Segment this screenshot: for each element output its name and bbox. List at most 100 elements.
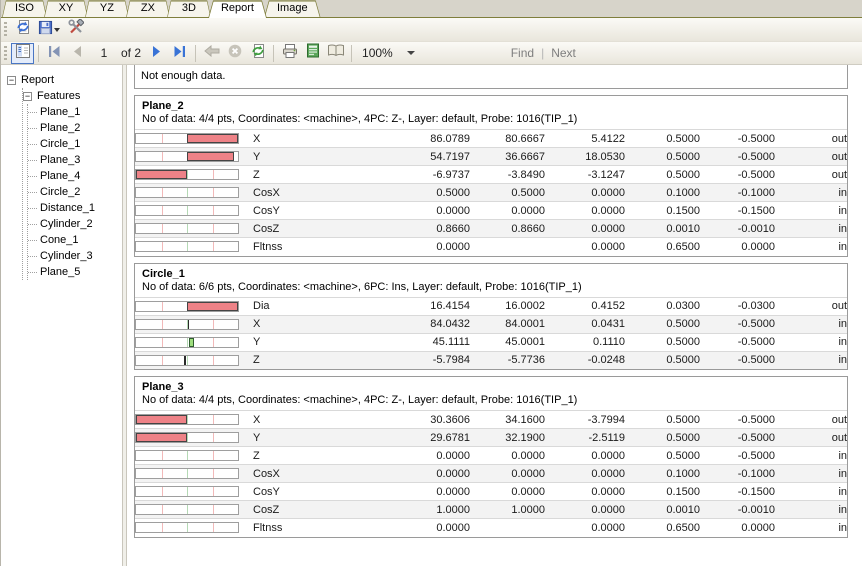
- collapse-expander-icon[interactable]: −: [7, 76, 16, 85]
- tab-xy[interactable]: XY: [44, 0, 88, 17]
- section-info: No of data: 6/6 pts, Coordinates: <machi…: [135, 281, 847, 297]
- bar-center-line: [187, 170, 188, 179]
- tree-item-label[interactable]: Plane_3: [40, 154, 80, 166]
- minus-tolerance-value: -0.5000: [700, 130, 775, 148]
- measured-value: -5.7984: [365, 351, 470, 369]
- axis-label: CosY: [253, 483, 365, 501]
- tab-3d[interactable]: 3D: [167, 0, 211, 17]
- tree-item-circle_2[interactable]: Circle_2: [28, 184, 122, 200]
- bar-center-line: [187, 338, 188, 347]
- tree-item-label[interactable]: Cone_1: [40, 234, 79, 246]
- tab-zx[interactable]: ZX: [126, 0, 170, 17]
- deviation-bar: [135, 504, 239, 515]
- nominal-value: -5.7736: [470, 351, 545, 369]
- minus-tolerance-value: -0.5000: [700, 166, 775, 184]
- measured-value: 84.0432: [365, 315, 470, 333]
- bar-tolerance-line: [213, 224, 214, 233]
- tree-node-label[interactable]: Features: [37, 90, 80, 102]
- tools-icon: [68, 19, 84, 40]
- update-report-button[interactable]: [11, 19, 34, 40]
- minus-tolerance-value: -0.1500: [700, 483, 775, 501]
- bar-tolerance-line: [162, 188, 163, 197]
- table-row: Z0.00000.00000.00000.5000-0.5000in: [135, 447, 847, 465]
- zoom-select[interactable]: 100%: [356, 43, 421, 63]
- next-page-button[interactable]: [145, 43, 168, 64]
- tree-item-label[interactable]: Plane_5: [40, 266, 80, 278]
- stop-button[interactable]: [223, 43, 246, 64]
- minus-tolerance-value: -0.5000: [700, 429, 775, 447]
- back-icon: [204, 44, 220, 62]
- tree-item-cylinder_2[interactable]: Cylinder_2: [28, 216, 122, 232]
- deviation-bar: [135, 450, 239, 461]
- page-number-input[interactable]: [89, 45, 119, 62]
- page-setup-button[interactable]: [324, 43, 347, 64]
- plus-tolerance-value: 0.5000: [625, 333, 700, 351]
- deviation-bar: [135, 223, 239, 234]
- print-button[interactable]: [278, 43, 301, 64]
- stop-icon: [228, 44, 242, 63]
- collapse-expander-icon[interactable]: −: [23, 92, 32, 101]
- tree-item-plane_3[interactable]: Plane_3: [28, 152, 122, 168]
- tree-item-label[interactable]: Plane_1: [40, 106, 80, 118]
- nominal-value: [470, 238, 545, 256]
- deviation-value: -2.5119: [545, 429, 625, 447]
- tab-label: ZX: [126, 0, 170, 16]
- tree-item-circle_1[interactable]: Circle_1: [28, 136, 122, 152]
- tree-item-label[interactable]: Plane_4: [40, 170, 80, 182]
- tree-item-distance_1[interactable]: Distance_1: [28, 200, 122, 216]
- refresh-button[interactable]: [246, 43, 269, 64]
- tree-item-label[interactable]: Cylinder_3: [40, 250, 93, 262]
- tree-item-label[interactable]: Plane_2: [40, 122, 80, 134]
- bar-center-line: [187, 469, 188, 478]
- print-layout-button[interactable]: [301, 43, 324, 64]
- viewer-toolbar-grip-handle[interactable]: [4, 46, 7, 61]
- tab-report[interactable]: Report: [208, 0, 267, 18]
- save-button[interactable]: [34, 19, 64, 40]
- nominal-value: 0.5000: [470, 184, 545, 202]
- plus-tolerance-value: 0.6500: [625, 238, 700, 256]
- deviation-bar-cell: [135, 184, 253, 202]
- tab-yz[interactable]: YZ: [85, 0, 129, 17]
- bar-tolerance-line: [162, 487, 163, 496]
- tree-item-cylinder_3[interactable]: Cylinder_3: [28, 248, 122, 264]
- find-button[interactable]: Find: [511, 46, 534, 60]
- tree-item-plane_2[interactable]: Plane_2: [28, 120, 122, 136]
- toolbar-grip-handle[interactable]: [4, 22, 7, 37]
- document-map-panel: − Report − Features Plane_1 Plane_2 Circle…: [1, 65, 122, 566]
- last-page-button[interactable]: [168, 43, 191, 64]
- tree-node-label[interactable]: Report: [21, 74, 54, 86]
- tree-item-label[interactable]: Circle_1: [40, 138, 80, 150]
- nominal-value: 45.0001: [470, 333, 545, 351]
- measured-value: 45.1111: [365, 333, 470, 351]
- bar-tolerance-line: [162, 451, 163, 460]
- find-next-button[interactable]: Next: [551, 46, 576, 60]
- previous-page-button[interactable]: [66, 43, 89, 64]
- first-page-button[interactable]: [43, 43, 66, 64]
- tree-item-plane_5[interactable]: Plane_5: [28, 264, 122, 280]
- tab-image[interactable]: Image: [264, 0, 321, 17]
- document-map-toggle-button[interactable]: [11, 43, 34, 64]
- minus-tolerance-value: -0.1000: [700, 184, 775, 202]
- axis-label: Y: [253, 148, 365, 166]
- deviation-value: 0.0000: [545, 202, 625, 220]
- tab-iso[interactable]: ISO: [2, 0, 47, 17]
- tree-item-label[interactable]: Cylinder_2: [40, 218, 93, 230]
- tree-node-report[interactable]: − Report: [7, 72, 122, 88]
- tree-node-features[interactable]: − Features: [23, 88, 122, 104]
- report-tools-button[interactable]: [64, 19, 87, 40]
- tree-item-plane_4[interactable]: Plane_4: [28, 168, 122, 184]
- status-badge: in: [775, 333, 847, 351]
- axis-label: CosX: [253, 465, 365, 483]
- tab-label: 3D: [167, 0, 211, 16]
- tree-item-label[interactable]: Circle_2: [40, 186, 80, 198]
- report-page[interactable]: Not enough data. Plane_2No of data: 4/4 …: [127, 65, 862, 566]
- tree-item-plane_1[interactable]: Plane_1: [28, 104, 122, 120]
- tree-item-label[interactable]: Distance_1: [40, 202, 95, 214]
- nominal-value: [470, 519, 545, 537]
- nominal-value: 1.0000: [470, 501, 545, 519]
- bar-tolerance-line: [213, 206, 214, 215]
- measured-value: 30.3606: [365, 411, 470, 429]
- tree-item-cone_1[interactable]: Cone_1: [28, 232, 122, 248]
- back-button[interactable]: [200, 43, 223, 64]
- plus-tolerance-value: 0.0010: [625, 220, 700, 238]
